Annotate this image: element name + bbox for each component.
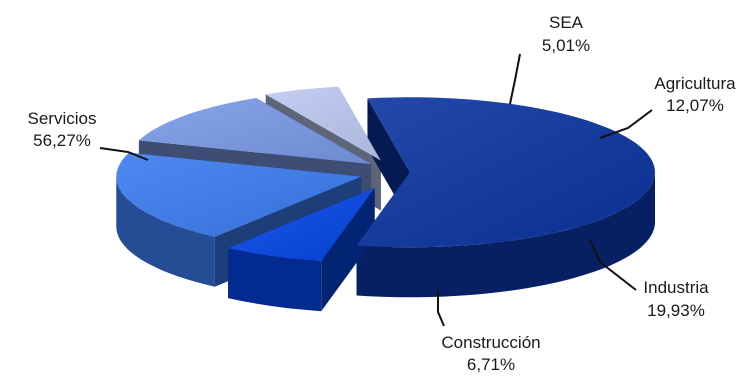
slice-construccion-gloss	[228, 187, 375, 262]
slice-agricultura-gloss	[138, 98, 372, 165]
label-construccion-pct: 6,71%	[467, 355, 515, 374]
slice-labels: Servicios 56,27% Construcción 6,71% Indu…	[28, 13, 737, 374]
slice-construccion-side	[228, 248, 322, 312]
leader-industria	[589, 239, 637, 291]
slice-servicios-gloss	[356, 97, 655, 248]
label-industria-pct: 19,93%	[647, 301, 705, 320]
label-servicios-name: Servicios	[28, 109, 97, 128]
pie-tops	[116, 86, 655, 262]
leader-lines	[99, 53, 653, 327]
slice-industria-gloss	[116, 152, 362, 237]
slice-servicios-side	[356, 172, 655, 298]
leader-construccion	[437, 290, 445, 327]
label-servicios-pct: 56,27%	[33, 131, 91, 150]
label-construccion-name: Construcción	[441, 333, 540, 352]
leader-agricultura	[599, 109, 653, 139]
label-industria-name: Industria	[643, 278, 709, 297]
label-agricultura-name: Agricultura	[654, 74, 736, 93]
slice-sea-gloss	[265, 86, 381, 161]
slice-industria-side	[116, 176, 215, 287]
label-sea-name: SEA	[549, 13, 584, 32]
label-sea-pct: 5,01%	[542, 36, 590, 55]
label-agricultura-pct: 12,07%	[666, 96, 724, 115]
leader-sea	[509, 53, 521, 105]
leader-servicios	[99, 147, 149, 161]
